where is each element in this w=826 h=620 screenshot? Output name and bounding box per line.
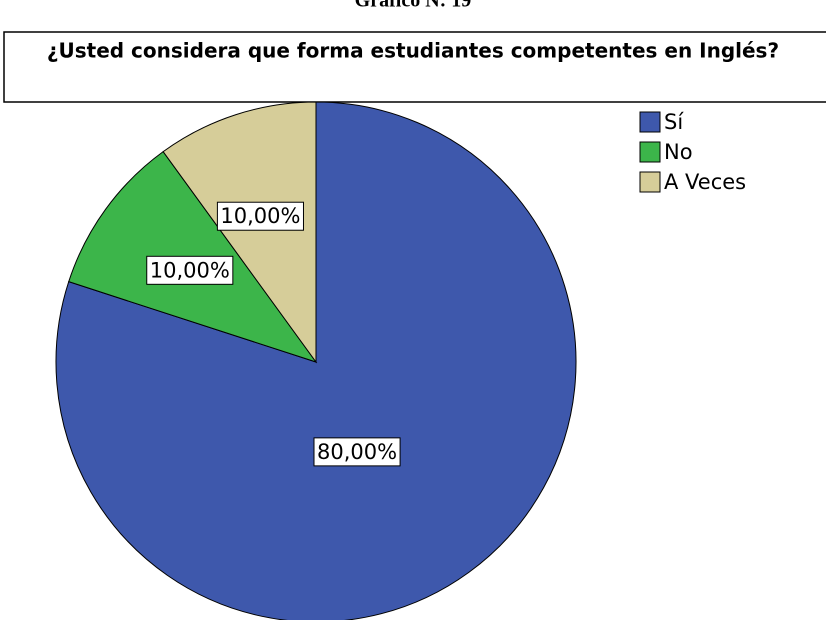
legend-swatch xyxy=(639,171,661,193)
legend-swatch xyxy=(639,111,661,133)
label-box xyxy=(313,437,401,467)
legend-label: No xyxy=(664,140,693,164)
legend-label: A Veces xyxy=(664,170,746,194)
label-box xyxy=(216,201,304,231)
data-label: 10,00% xyxy=(150,258,230,282)
figure-label: Gráfico N: 19 xyxy=(355,0,472,12)
data-label: 80,00% xyxy=(317,440,397,464)
chart-title: ¿Usted considera que forma estudiantes c… xyxy=(47,39,779,63)
legend-swatch xyxy=(639,141,661,163)
data-label: 10,00% xyxy=(220,204,300,228)
legend-label: Sí xyxy=(664,110,684,134)
pie-slice xyxy=(55,101,577,620)
title-box xyxy=(3,31,826,103)
label-box xyxy=(146,255,234,285)
pie-slice xyxy=(162,101,317,364)
